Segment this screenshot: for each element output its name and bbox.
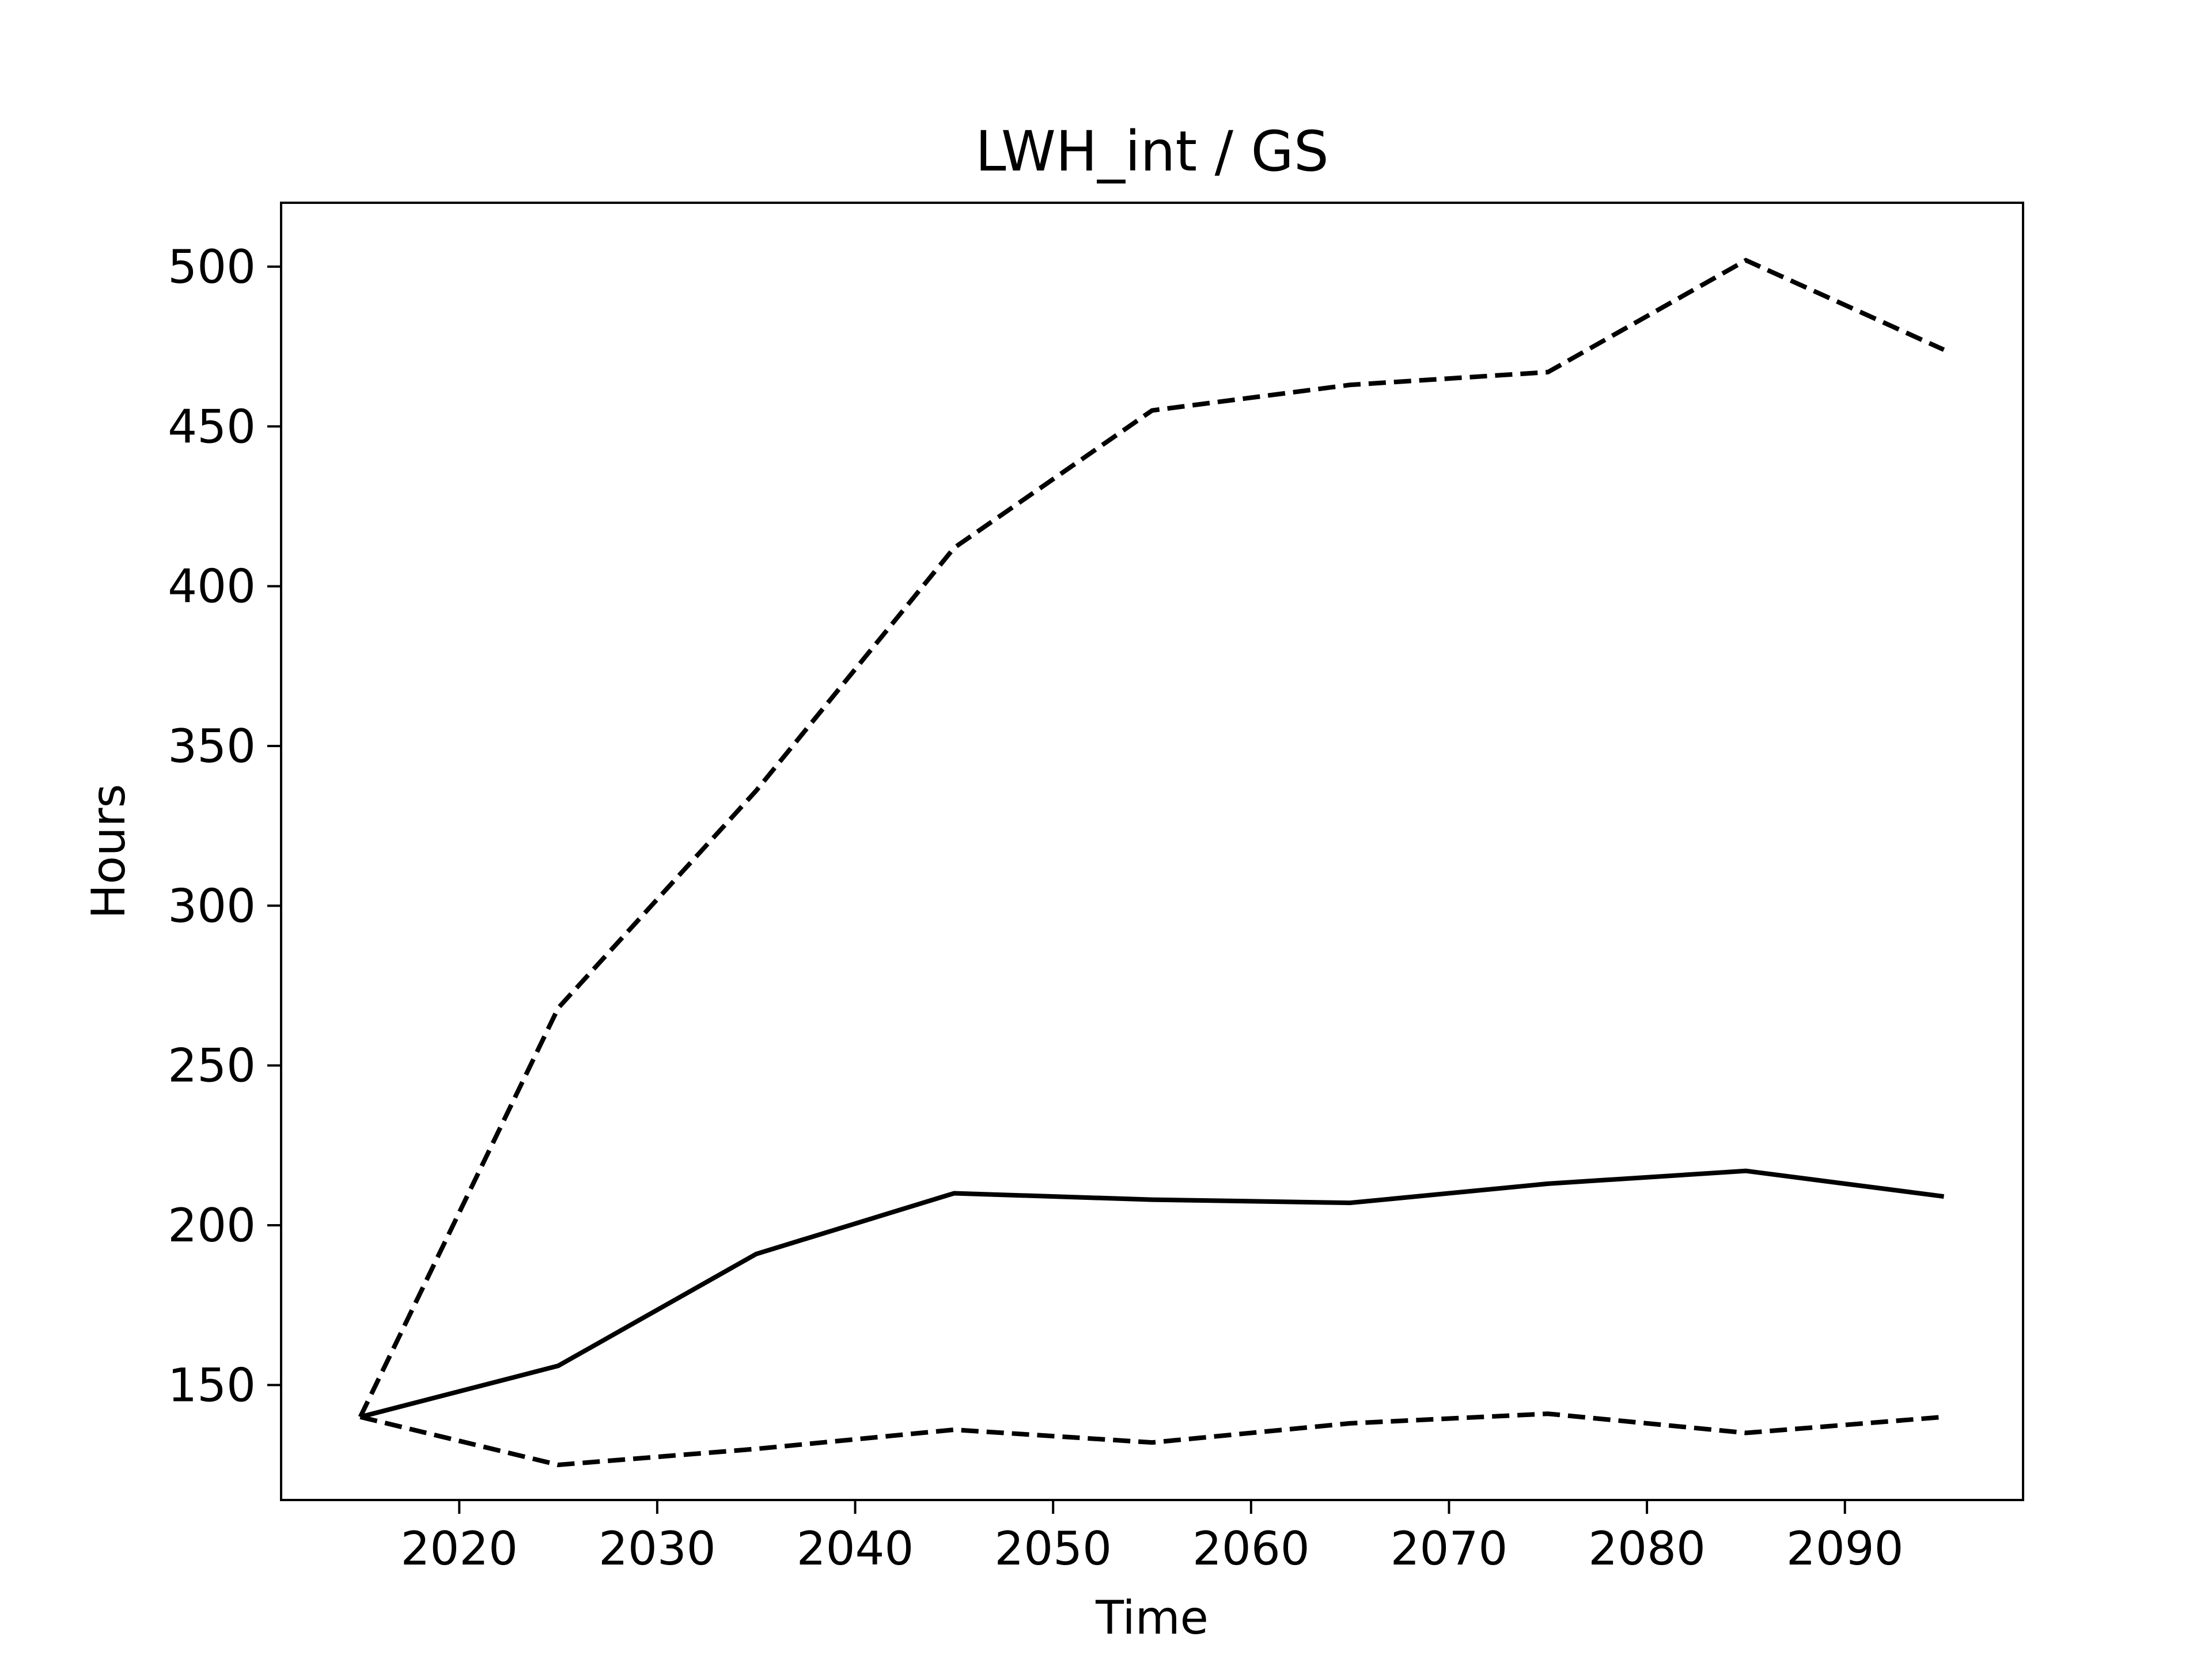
chart-title: LWH_int / GS bbox=[975, 119, 1329, 184]
plot-area-frame bbox=[280, 202, 2024, 1501]
x-axis-label: Time bbox=[1095, 1591, 1209, 1645]
y-axis: 150 200 250 300 350 400 450 500 bbox=[168, 240, 281, 1412]
x-tick-label: 2040 bbox=[797, 1522, 914, 1575]
x-axis: 2020 2030 2040 2050 2060 2070 2080 2090 bbox=[400, 1500, 1904, 1575]
y-tick-label: 400 bbox=[168, 560, 256, 613]
y-tick-label: 450 bbox=[168, 400, 256, 453]
series-line-2 bbox=[358, 257, 1945, 1418]
x-tick-label: 2080 bbox=[1588, 1522, 1706, 1575]
x-tick-label: 2060 bbox=[1192, 1522, 1310, 1575]
x-tick-label: 2030 bbox=[599, 1522, 716, 1575]
series-line-3 bbox=[359, 1411, 1944, 1468]
series-layer bbox=[358, 257, 1945, 1468]
y-tick-label: 200 bbox=[168, 1199, 256, 1252]
x-tick-label: 2070 bbox=[1391, 1522, 1508, 1575]
y-tick-label: 250 bbox=[168, 1039, 256, 1093]
y-tick-label: 300 bbox=[168, 879, 256, 933]
x-tick-label: 2050 bbox=[994, 1522, 1112, 1575]
x-tick-label: 2090 bbox=[1786, 1522, 1904, 1575]
y-axis-label: Hours bbox=[82, 784, 135, 919]
y-tick-label: 500 bbox=[168, 240, 256, 294]
y-tick-label: 350 bbox=[168, 719, 256, 773]
series-line-1 bbox=[359, 1168, 1945, 1419]
y-tick-label: 150 bbox=[168, 1358, 256, 1412]
x-tick-label: 2020 bbox=[400, 1522, 518, 1575]
